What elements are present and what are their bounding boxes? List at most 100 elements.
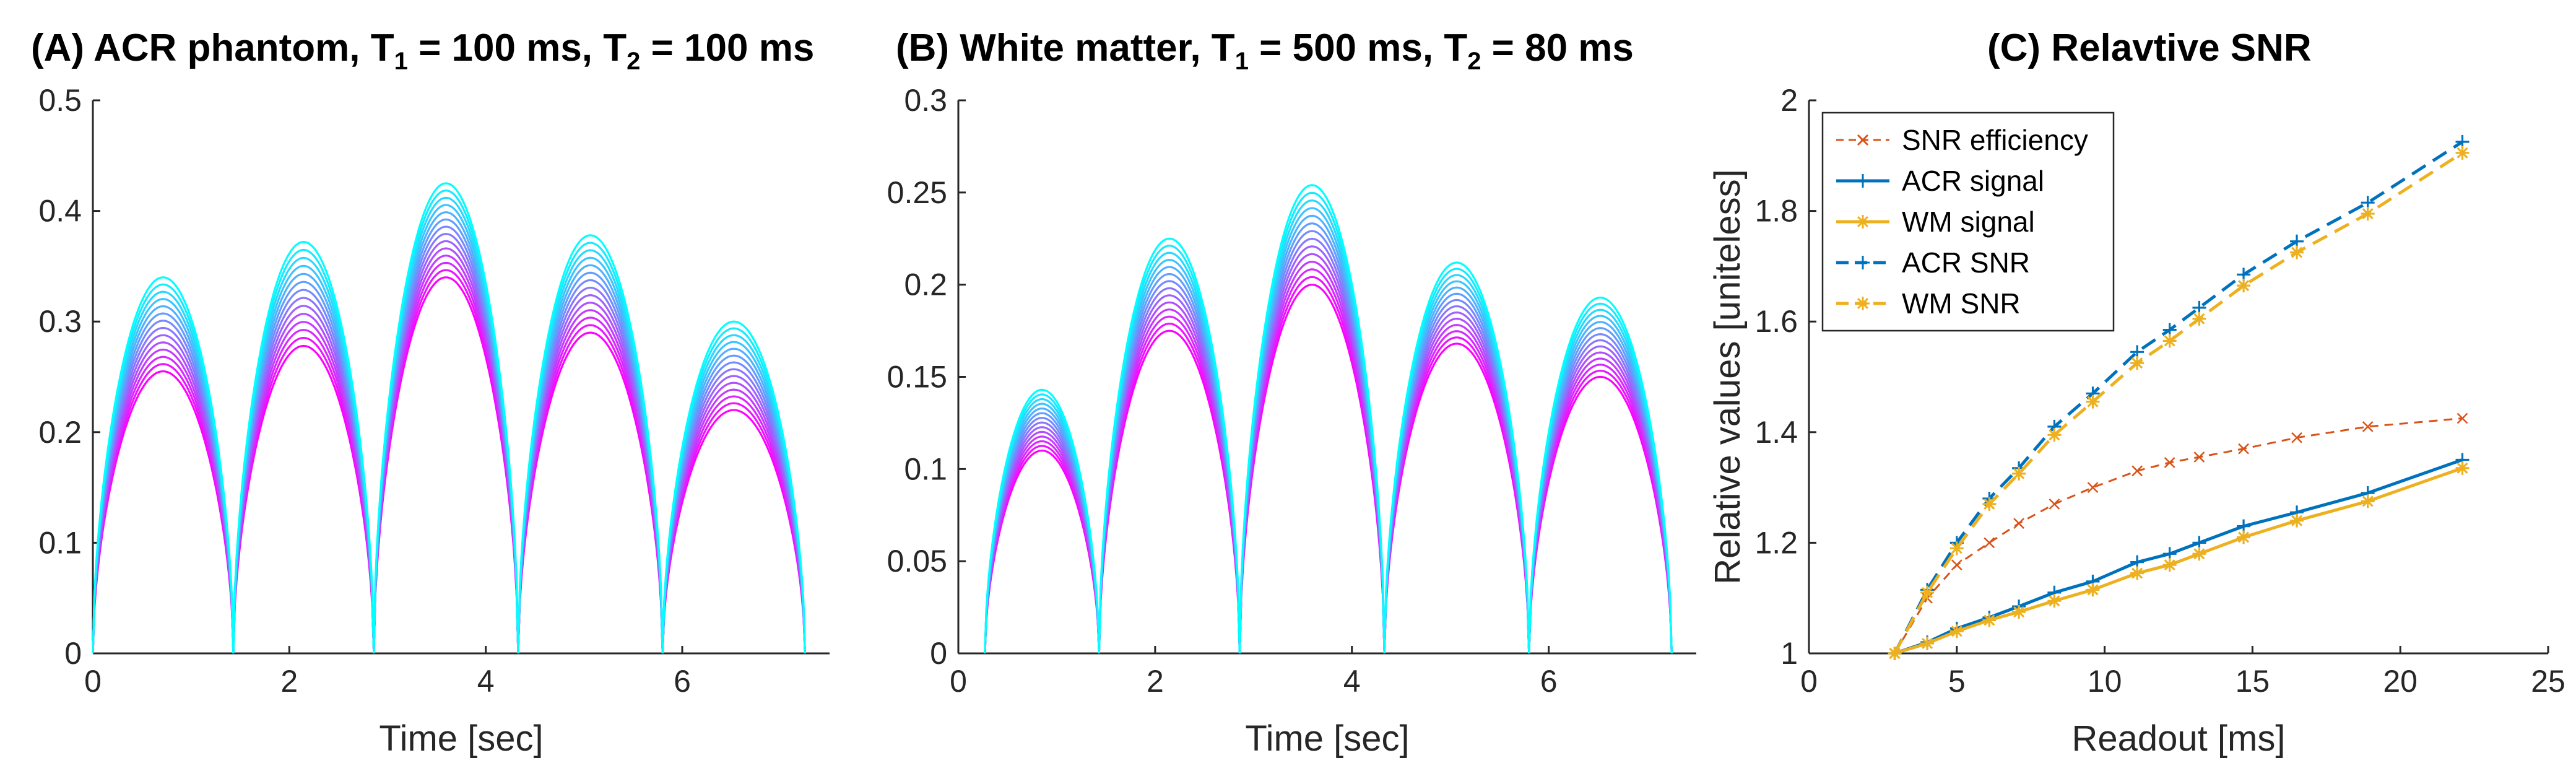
signal-curve [92, 276, 806, 654]
panel-a-acr-phantom: (A) ACR phantom, T1 = 100 ms, T2 = 100 m… [31, 27, 830, 759]
series-line-snr-efficiency [1894, 417, 2463, 654]
legend-marker [1857, 134, 1869, 146]
signal-curve [92, 269, 806, 654]
title-part: = 100 ms, T [408, 27, 627, 69]
data-point-marker [2131, 465, 2143, 477]
x-tick-label: 5 [1948, 664, 1966, 699]
legend-label: WM SNR [1902, 287, 2021, 320]
y-tick-label: 0 [930, 636, 947, 671]
data-point-marker [1951, 559, 1962, 571]
signal-curve [92, 240, 806, 654]
y-tick-label: 0 [64, 636, 82, 671]
data-point-marker [2361, 494, 2375, 508]
x-tick-label: 2 [1147, 664, 1164, 699]
y-tick-label: 1.2 [1754, 525, 1798, 560]
signal-curve [92, 247, 806, 654]
panel-c-relative-snr: (C) Relavtive SNR 0 5 10 15 20 25 1 1.2 1.4 1.6 1.8… [1707, 27, 2565, 759]
signal-curve [984, 237, 1673, 654]
data-point-marker [2013, 518, 2024, 530]
data-point-marker [2192, 312, 2206, 326]
x-axis-label: Time [sec] [1245, 718, 1409, 759]
y-tick-label: 0.5 [38, 83, 82, 118]
title-part: = 500 ms, T [1249, 27, 1467, 69]
legend: SNR efficiency ACR signal WM signal ACR SNR… [1821, 111, 2115, 332]
x-tick-label: 6 [674, 664, 691, 699]
data-point-marker [2164, 457, 2175, 468]
data-point-marker [2012, 605, 2026, 619]
x-tick-label: 0 [950, 664, 967, 699]
legend-label: ACR SNR [1902, 246, 2030, 279]
data-point-marker [2130, 356, 2144, 370]
signal-curve [92, 182, 806, 654]
legend-marker [1856, 297, 1870, 310]
x-axis-label: Readout [ms] [2072, 718, 2286, 759]
data-point-marker [2455, 146, 2470, 160]
x-tick-label: 4 [477, 664, 495, 699]
signal-curve [984, 230, 1673, 654]
chart-title: (C) Relavtive SNR [1987, 27, 2312, 69]
data-point-marker [2047, 594, 2062, 608]
data-point-marker [1984, 537, 1995, 549]
data-point-marker [1949, 541, 1964, 556]
title-subscript: 2 [1467, 48, 1481, 75]
data-point-marker [1920, 636, 1935, 650]
title-part: (B) White matter, T [896, 27, 1235, 69]
x-tick-label: 0 [1800, 664, 1818, 699]
data-point-marker [2362, 421, 2374, 432]
y-tick-label: 1.4 [1754, 415, 1798, 450]
y-tick-label: 1 [1780, 636, 1798, 671]
data-point-marker [1982, 497, 1997, 511]
signal-curve [984, 260, 1673, 654]
x-tick-label: 20 [2383, 664, 2418, 699]
y-tick-label: 0.05 [887, 544, 947, 578]
title-subscript: 1 [394, 48, 408, 75]
legend-marker [1856, 256, 1870, 269]
data-point-marker [2192, 547, 2206, 561]
data-point-marker [1982, 613, 1997, 627]
data-point-marker [2237, 530, 2251, 544]
signal-curve [984, 276, 1673, 654]
data-point-marker [2237, 279, 2251, 293]
y-tick-label: 0.3 [38, 304, 82, 339]
y-tick-label: 1.8 [1754, 194, 1798, 229]
data-point-marker [2291, 432, 2302, 443]
y-axis-label: Relative values [uniteless] [1707, 169, 1748, 585]
series-line-wm-signal [1894, 466, 2463, 655]
y-tick-label: 0.1 [38, 525, 82, 560]
x-tick-label: 4 [1343, 664, 1361, 699]
signal-curve [984, 284, 1673, 654]
data-point-marker [2290, 513, 2304, 528]
data-point-marker [2162, 558, 2177, 572]
title-subscript: 1 [1235, 48, 1249, 75]
series-line-acr-snr [1893, 140, 2463, 655]
signal-curve [984, 268, 1673, 654]
y-tick-label: 0.3 [904, 83, 947, 118]
data-point-marker [2047, 428, 2062, 442]
series-line-wm-snr [1893, 151, 2463, 655]
x-tick-label: 0 [84, 664, 102, 699]
x-tick-label: 2 [280, 664, 298, 699]
data-point-marker [2193, 451, 2205, 463]
data-point-marker [1949, 624, 1964, 639]
y-tick-label: 0.15 [887, 360, 947, 395]
chart-title: (A) ACR phantom, T1 = 100 ms, T2 = 100 m… [31, 27, 814, 75]
panel-b-white-matter: (B) White matter, T1 = 500 ms, T2 = 80 m… [887, 27, 1696, 759]
signal-curve [92, 261, 806, 654]
legend-marker [1856, 215, 1870, 229]
series-line-acr-signal [1894, 458, 2463, 655]
y-tick-label: 0.1 [904, 451, 947, 486]
title-part: (C) Relavtive SNR [1987, 27, 2312, 69]
data-point-marker [2012, 466, 2026, 481]
x-tick-label: 10 [2088, 664, 2122, 699]
data-point-marker [2162, 334, 2177, 348]
data-point-marker [2087, 482, 2099, 493]
data-point-marker [1888, 647, 1902, 660]
data-point-marker [2086, 395, 2100, 409]
y-tick-label: 0.4 [38, 194, 82, 229]
title-part: = 80 ms [1481, 27, 1633, 69]
x-tick-label: 25 [2531, 664, 2565, 699]
legend-label: ACR signal [1902, 165, 2044, 197]
signal-curve [984, 222, 1673, 654]
data-point-marker [2455, 461, 2470, 475]
